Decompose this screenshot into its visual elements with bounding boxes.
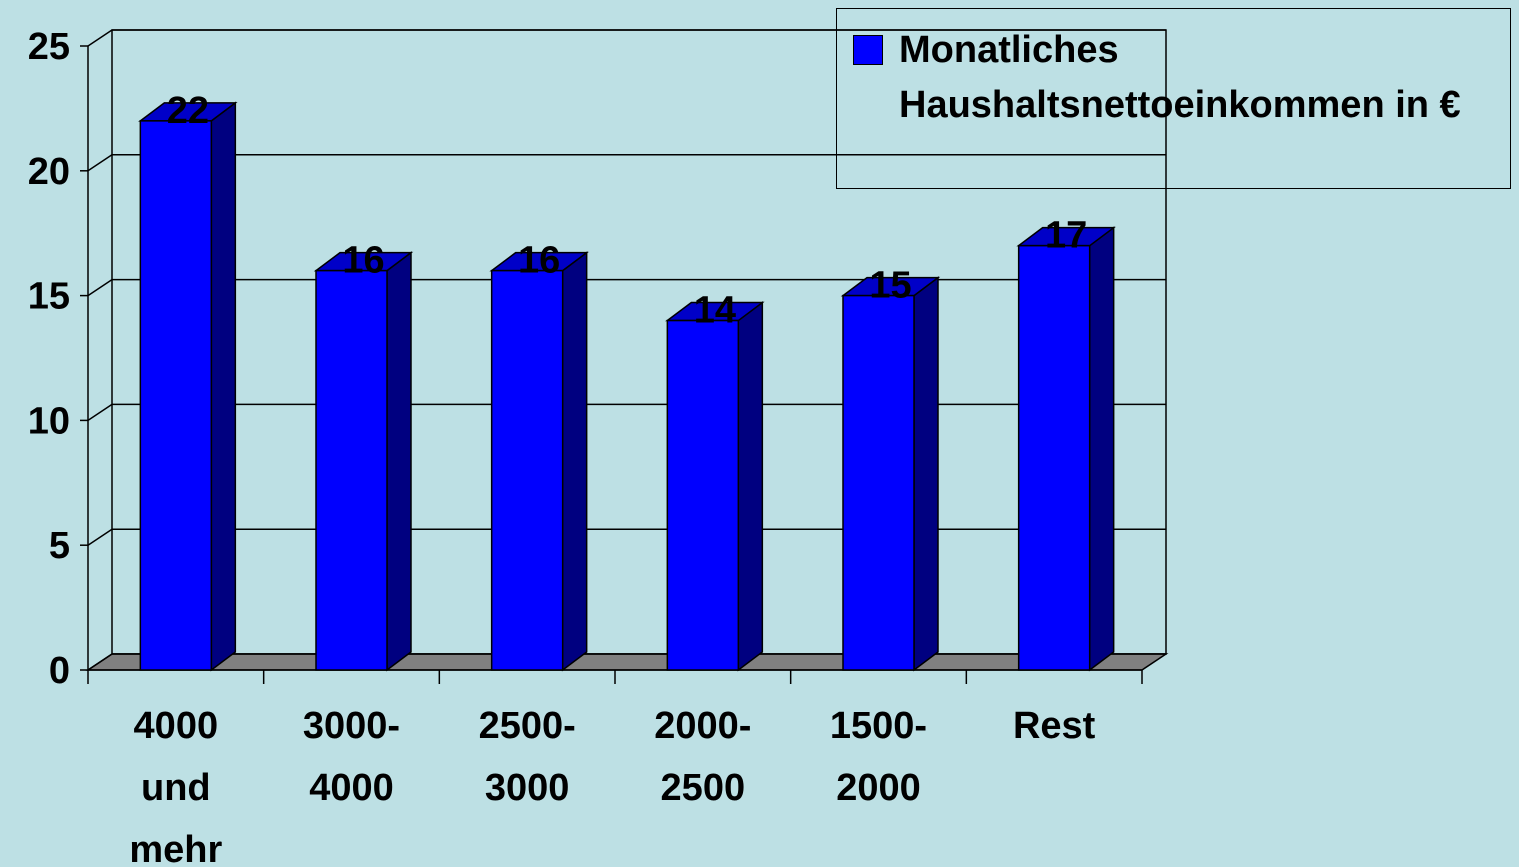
value-label: 22 <box>167 90 209 132</box>
legend-swatch <box>853 35 883 65</box>
value-label: 16 <box>342 240 384 282</box>
bar-side <box>1088 226 1115 672</box>
bar-front <box>490 269 564 671</box>
legend: Monatliches Haushaltsnettoeinkommen in € <box>836 8 1511 189</box>
bar <box>840 276 941 672</box>
y-tick-label: 10 <box>28 400 70 442</box>
y-tick-label: 5 <box>49 525 70 567</box>
value-label: 16 <box>518 240 560 282</box>
grid-line <box>87 278 113 297</box>
legend-label: Monatliches Haushaltsnettoeinkommen in € <box>899 29 1461 126</box>
bar-front <box>139 120 213 671</box>
x-tick-label-line: 2500- <box>479 705 576 747</box>
x-tick-label-line: 2000- <box>654 705 751 747</box>
bar-side <box>737 301 764 672</box>
bar <box>489 251 589 672</box>
bar <box>1016 226 1116 672</box>
x-tick-label: 1500- 2000 <box>830 705 927 809</box>
bar-front <box>1017 244 1091 671</box>
x-tick-label: 4000 und mehr <box>129 705 222 867</box>
bar <box>313 251 414 672</box>
floor <box>85 653 1169 671</box>
y-tick-label: 20 <box>28 151 70 193</box>
x-tick-label-line: 2000 <box>836 767 921 809</box>
x-tick-label-line: mehr <box>129 829 222 867</box>
x-tick-label: 2000- 2500 <box>654 705 751 809</box>
x-tick-label-line: und <box>141 767 211 809</box>
value-label: 17 <box>1045 215 1087 257</box>
grid-line <box>87 653 113 671</box>
x-tick-label-line: 4000 <box>309 767 394 809</box>
bar <box>138 101 238 672</box>
x-tick-label-line: 3000 <box>485 767 570 809</box>
x-tick-label: 2500- 3000 <box>479 705 576 809</box>
y-tick-label: 25 <box>28 26 70 68</box>
grid-line <box>87 403 113 422</box>
value-label: 15 <box>869 265 911 307</box>
bar-front <box>315 269 388 671</box>
bar-front <box>842 294 915 671</box>
bar-side <box>913 276 939 672</box>
bar-side <box>210 101 237 672</box>
x-tick-label-line: 1500- <box>830 705 927 747</box>
x-tick-label-line: 4000 <box>134 705 219 747</box>
x-tick-label: 3000- 4000 <box>303 705 400 809</box>
x-tick-label-line: 2500 <box>661 767 746 809</box>
grid-line <box>87 29 113 47</box>
value-label: 14 <box>694 290 736 332</box>
bar-front <box>666 319 740 671</box>
grid-line <box>87 528 113 546</box>
grid-line <box>87 154 113 172</box>
bar <box>665 301 765 672</box>
y-tick-label: 15 <box>28 276 70 318</box>
bar-side <box>386 251 412 672</box>
x-tick-label-line: 3000- <box>303 705 400 747</box>
x-tick-label-line: Rest <box>1013 705 1096 747</box>
y-tick-label: 0 <box>49 650 70 692</box>
x-tick-label: Rest <box>1013 705 1096 747</box>
bar-side <box>561 251 588 672</box>
